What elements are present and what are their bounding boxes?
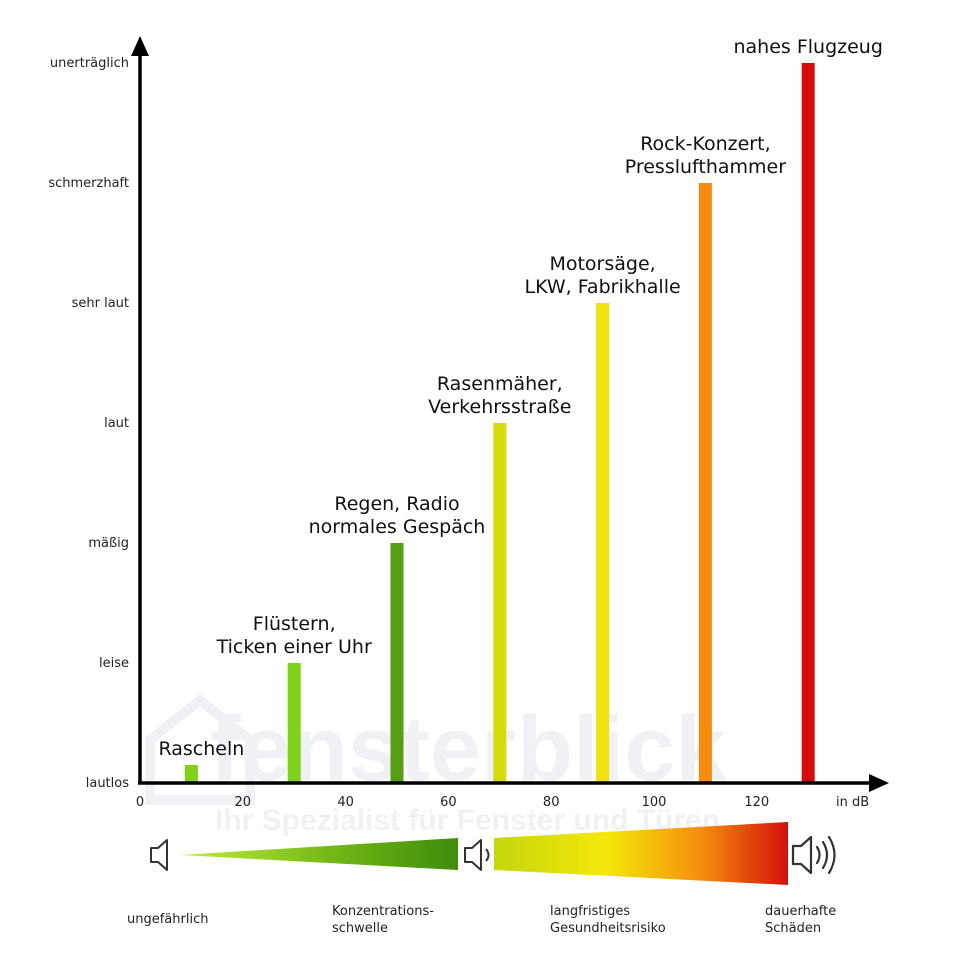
x-tick-label: 0	[136, 795, 144, 810]
zone-label-concentration-line-1: Konzentrations-	[332, 904, 434, 919]
bar-label: Presslufthammer	[625, 156, 787, 178]
bar-130db	[801, 63, 815, 783]
x-axis-unit: in dB	[836, 795, 869, 810]
bar-70db	[493, 423, 507, 783]
speaker-medium-icon	[464, 839, 490, 871]
speaker-loud-icon	[791, 835, 836, 875]
bar-label: Verkehrsstraße	[428, 396, 571, 418]
zone-label-safe: ungefährlich	[127, 911, 208, 928]
house-icon	[145, 693, 255, 805]
x-axis-ticks: 0 20 40 60 80 100 120	[136, 795, 769, 810]
bar-label: Regen, Radio	[334, 493, 459, 515]
bar-90db	[596, 303, 610, 783]
y-tick-label: lautlos	[86, 776, 129, 791]
bar-label: LKW, Fabrikhalle	[525, 276, 681, 298]
bar-110db	[698, 183, 712, 783]
x-tick-label: 100	[642, 795, 667, 810]
zone-label-longterm-risk-line-2: Gesundheitsrisiko	[550, 921, 666, 936]
zone-label-longterm-risk: langfristiges Gesundheitsrisiko	[550, 903, 666, 937]
bars	[184, 63, 815, 783]
bar-label: normales Gespäch	[309, 516, 486, 538]
x-tick-label: 80	[543, 795, 560, 810]
x-tick-label: 40	[337, 795, 354, 810]
bar-label: Flüstern,	[253, 613, 336, 635]
x-axis-arrow	[869, 774, 889, 792]
zone-label-concentration-line-2: schwelle	[332, 921, 389, 936]
y-tick-label: sehr laut	[72, 296, 129, 311]
x-tick-label: 20	[235, 795, 252, 810]
bar-label: Rascheln	[158, 738, 244, 760]
y-axis-arrow	[131, 36, 149, 56]
y-tick-label: leise	[99, 656, 129, 671]
bar-label: nahes Flugzeug	[733, 36, 882, 58]
bar-30db	[287, 663, 301, 783]
zone-label-permanent-damage-line-2: Schäden	[765, 921, 822, 936]
scale-wedge-risk	[494, 822, 788, 885]
zone-label-longterm-risk-line-1: langfristiges	[550, 904, 631, 919]
bar-labels: Rascheln Flüstern,Ticken einer Uhr Regen, …	[158, 36, 882, 760]
bar-label: Ticken einer Uhr	[216, 636, 372, 658]
y-tick-label: mäßig	[88, 536, 129, 551]
bar-label: Rasenmäher,	[437, 373, 563, 395]
watermark-logo: fensterblick Ihr Spezialist für Fenster …	[145, 693, 727, 837]
bar-label: Motorsäge,	[549, 253, 655, 275]
bar-10db	[184, 765, 198, 783]
zone-label-permanent-damage-line-1: dauerhafte	[765, 904, 837, 919]
speaker-quiet-icon	[150, 839, 168, 871]
bar-50db	[390, 543, 404, 783]
x-tick-label: 60	[440, 795, 457, 810]
zone-label-permanent-damage: dauerhafte Schäden	[765, 903, 836, 937]
y-tick-label: laut	[104, 416, 129, 431]
bar-label: Rock-Konzert,	[640, 133, 770, 155]
y-tick-label: schmerzhaft	[48, 176, 129, 191]
y-tick-label: unerträglich	[50, 56, 129, 71]
zone-label-safe-line: ungefährlich	[127, 912, 209, 927]
x-tick-label: 120	[744, 795, 769, 810]
zone-label-concentration: Konzentrations- schwelle	[332, 903, 434, 937]
y-axis-ticks: lautlos leise mäßig laut sehr laut schmerzhaf…	[48, 56, 129, 791]
scale-wedge-safe	[180, 838, 458, 870]
